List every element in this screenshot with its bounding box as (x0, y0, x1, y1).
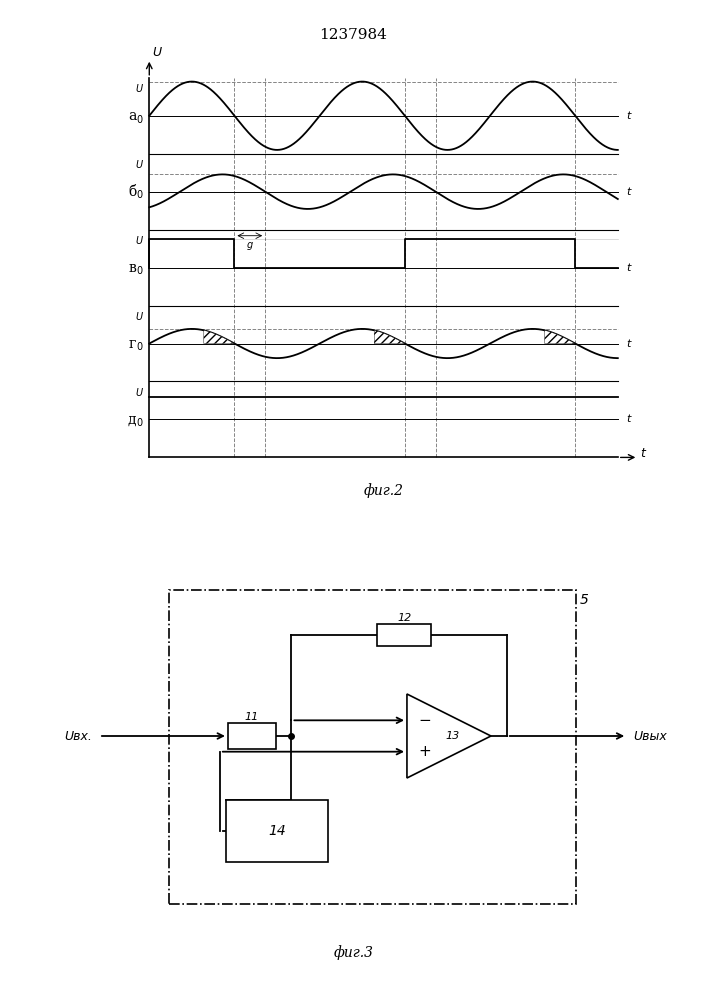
Text: Uвх.: Uвх. (65, 730, 93, 742)
Text: U: U (153, 46, 162, 59)
Polygon shape (374, 330, 404, 344)
Text: −: − (419, 713, 431, 728)
Text: +: + (419, 744, 431, 759)
Text: U: U (135, 160, 143, 170)
Polygon shape (544, 330, 575, 344)
Text: г: г (129, 337, 136, 351)
Text: 5: 5 (580, 593, 588, 607)
Bar (378, 624, 431, 646)
Text: t: t (626, 111, 631, 121)
Text: t: t (626, 414, 631, 424)
Text: 11: 11 (245, 712, 259, 722)
Text: 12: 12 (397, 613, 411, 623)
Text: д: д (128, 412, 136, 426)
Text: g: g (247, 239, 253, 249)
Text: U: U (135, 388, 143, 398)
Text: фиг.3: фиг.3 (334, 945, 373, 960)
Polygon shape (407, 694, 491, 778)
Text: Uвых: Uвых (633, 730, 667, 742)
Text: U: U (135, 312, 143, 322)
Text: 0: 0 (136, 115, 143, 125)
Bar (226, 800, 328, 862)
Text: 13: 13 (445, 731, 460, 741)
Text: t: t (626, 187, 631, 197)
Text: 0: 0 (136, 342, 143, 352)
Text: б: б (128, 185, 136, 199)
Text: а: а (128, 109, 136, 123)
Text: t: t (626, 339, 631, 349)
Text: t: t (640, 447, 645, 460)
Bar (228, 723, 276, 749)
Text: 0: 0 (136, 418, 143, 428)
Text: в: в (128, 261, 136, 275)
Text: 1237984: 1237984 (320, 28, 387, 42)
Text: 14: 14 (268, 824, 286, 838)
Text: 0: 0 (136, 266, 143, 276)
Text: 0: 0 (136, 190, 143, 200)
Text: t: t (626, 263, 631, 273)
Text: U: U (135, 84, 143, 94)
Text: фиг.2: фиг.2 (363, 483, 404, 498)
Polygon shape (204, 330, 235, 344)
Text: U: U (135, 236, 143, 246)
